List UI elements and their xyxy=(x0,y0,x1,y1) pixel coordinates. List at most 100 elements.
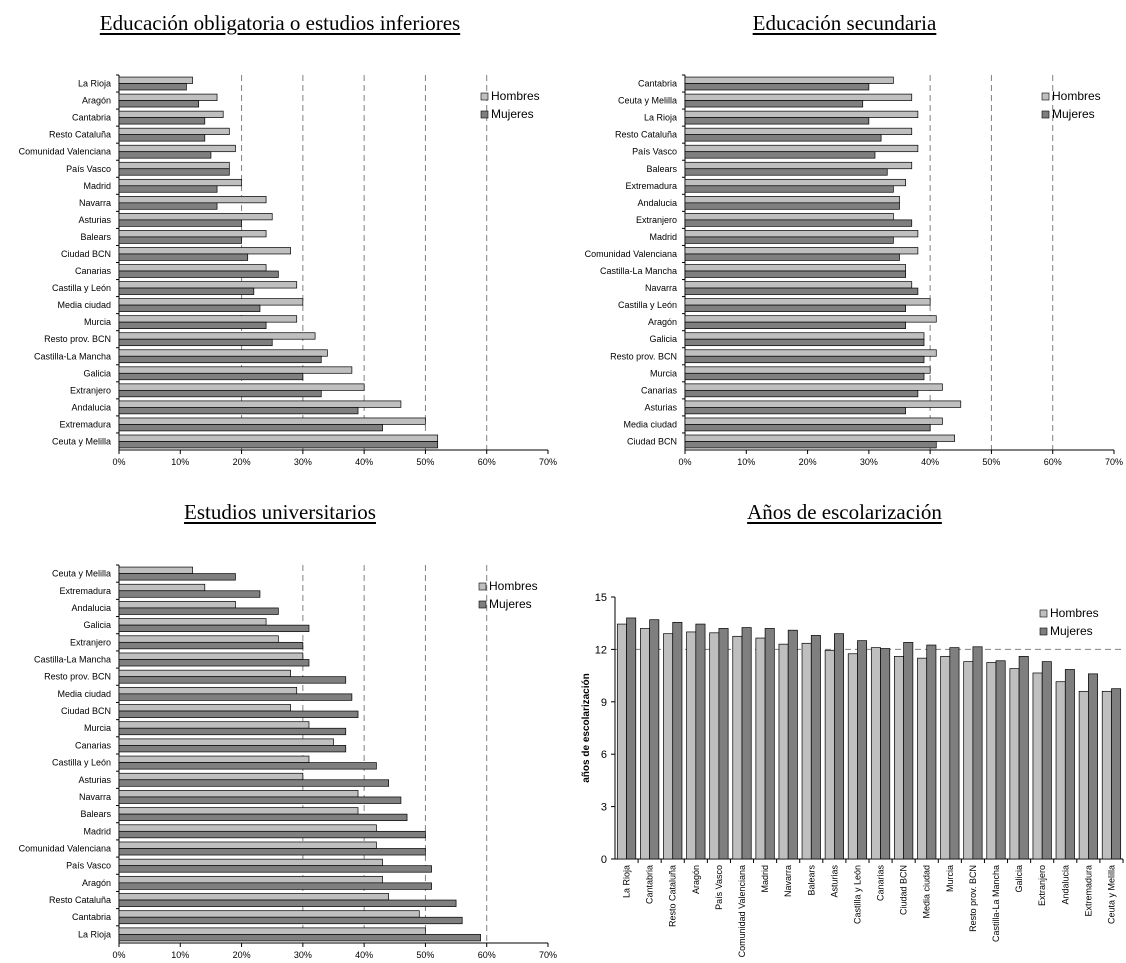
category-label: Galicia xyxy=(1014,865,1024,893)
bar-mujeres xyxy=(684,134,882,142)
category-label: Resto prov. BCN xyxy=(610,351,677,361)
bar-mujeres xyxy=(857,640,868,860)
category-label: Media ciudad xyxy=(623,419,677,429)
bar-hombres xyxy=(118,332,316,340)
y-tick-label: 0 xyxy=(601,854,607,866)
x-tick-label: 10% xyxy=(171,950,189,960)
x-tick-label: 0% xyxy=(112,950,125,960)
category-label: Castilla-La Mancha xyxy=(600,266,677,276)
bar-hombres xyxy=(118,281,298,289)
y-tick-label: 15 xyxy=(595,592,607,604)
bar-mujeres xyxy=(684,441,937,449)
category-label: Madrid xyxy=(83,826,111,836)
category-label: Media ciudad xyxy=(57,689,111,699)
legend-label-mujeres: Mujeres xyxy=(491,107,534,121)
category-label: Extranjero xyxy=(70,637,111,647)
bar-mujeres xyxy=(118,916,463,925)
category-label: Resto Cataluña xyxy=(49,130,111,140)
legend-label-mujeres: Mujeres xyxy=(489,597,532,611)
category-label: Ciudad BCN xyxy=(61,249,111,259)
category-label: Aragón xyxy=(82,96,111,106)
category-label: Castilla-La Mancha xyxy=(34,351,111,361)
category-label: Balears xyxy=(80,232,111,242)
bar-mujeres xyxy=(684,253,900,261)
legend-label-mujeres: Mujeres xyxy=(1050,624,1093,638)
category-label: Canarias xyxy=(75,266,112,276)
category-label: Canarias xyxy=(75,740,112,750)
bar-hombres xyxy=(1032,672,1043,860)
bar-chart-escolarizacion: 0 3 6 9 12 15 años de escolarización La Rioja Ca… xyxy=(581,592,1124,957)
bar-mujeres xyxy=(118,813,408,822)
bar-mujeres xyxy=(695,623,706,860)
bar-hombres xyxy=(118,721,310,729)
bar-hombres xyxy=(118,618,267,626)
bar-mujeres xyxy=(834,633,844,860)
x-tick-label: 50% xyxy=(982,457,1000,467)
category-label: Madrid xyxy=(649,232,677,242)
bar-mujeres xyxy=(684,321,906,329)
bar-mujeres xyxy=(684,407,906,415)
bar-hombres xyxy=(663,633,674,860)
bar-hombres xyxy=(118,230,267,238)
y-tick-label: 3 xyxy=(601,802,607,814)
bar-hombres xyxy=(684,264,906,272)
bar-mujeres xyxy=(118,134,206,142)
bar-mujeres xyxy=(118,624,310,633)
bar-mujeres xyxy=(684,151,876,159)
chart-panel-secundaria: Educación secundaria 0% 10% 20% 30% 40% 50% 60… xyxy=(563,0,1126,467)
category-label: Galicia xyxy=(83,620,111,630)
category-label: Ciudad BCN xyxy=(899,865,909,915)
legend-label-hombres: Hombres xyxy=(489,579,538,593)
bar-mujeres xyxy=(118,338,273,347)
legend-swatch-mujeres xyxy=(480,110,489,119)
category-label: Extranjero xyxy=(70,385,111,395)
bar-hombres xyxy=(118,417,426,425)
bar-hombres xyxy=(684,247,919,255)
bar-mujeres xyxy=(118,882,432,890)
category-label: País Vasco xyxy=(632,147,677,157)
legend-label-mujeres: Mujeres xyxy=(1052,107,1095,121)
category-label: Resto prov. BCN xyxy=(44,672,111,682)
bar-mujeres xyxy=(118,779,390,787)
bar-mujeres xyxy=(118,424,383,432)
category-label: Navarra xyxy=(783,865,793,897)
category-label: Asturias xyxy=(644,402,677,412)
bar-mujeres xyxy=(684,219,913,227)
category-label: Ceuta y Melilla xyxy=(52,569,111,579)
bar-mujeres xyxy=(118,693,353,701)
legend-swatch-hombres xyxy=(1041,92,1050,101)
bar-mujeres xyxy=(684,355,925,364)
bar-mujeres xyxy=(684,168,888,176)
bar-hombres xyxy=(118,298,304,306)
category-label: Ceuta y Melilla xyxy=(52,436,111,446)
bar-mujeres xyxy=(118,676,347,684)
bar-hombres xyxy=(894,656,904,860)
bar-hombres xyxy=(118,434,439,442)
x-tick-label: 40% xyxy=(355,950,373,960)
bar-hombres xyxy=(118,601,236,609)
legend-label-hombres: Hombres xyxy=(1050,606,1099,620)
bar-mujeres xyxy=(1041,661,1052,860)
bar-hombres xyxy=(847,653,858,860)
bar-mujeres xyxy=(672,621,683,860)
category-label: Media ciudad xyxy=(922,865,932,919)
bar-hombres xyxy=(778,643,789,860)
legend-label-hombres: Hombres xyxy=(1052,89,1101,103)
bar-mujeres xyxy=(118,219,242,227)
bar-mujeres xyxy=(903,642,914,860)
x-tick-label: 30% xyxy=(860,457,878,467)
category-label: Resto prov. BCN xyxy=(44,334,111,344)
category-label: Aragón xyxy=(648,317,677,327)
bar-mujeres xyxy=(741,627,752,860)
x-tick-label: 20% xyxy=(233,457,251,467)
x-tick-label: 70% xyxy=(1105,457,1123,467)
chart-title: Educación secundaria xyxy=(752,11,937,35)
bar-mujeres xyxy=(118,151,212,159)
bar-mujeres xyxy=(118,590,261,598)
category-label: Resto Cataluña xyxy=(49,895,111,905)
category-label: Aragón xyxy=(691,865,701,894)
category-label: Navarra xyxy=(645,283,677,293)
bar-mujeres xyxy=(118,727,347,736)
bar-mujeres xyxy=(118,865,432,873)
bar-mujeres xyxy=(118,934,481,942)
